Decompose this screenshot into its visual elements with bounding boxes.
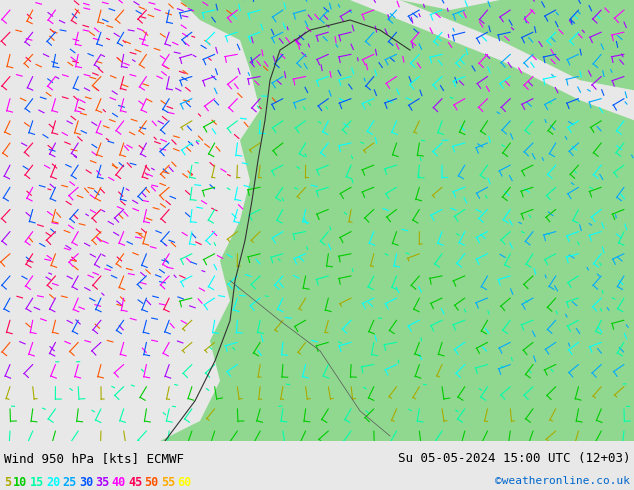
Text: 50: 50 — [145, 476, 158, 489]
Polygon shape — [160, 0, 634, 441]
Text: Su 05-05-2024 15:00 UTC (12+03): Su 05-05-2024 15:00 UTC (12+03) — [398, 452, 630, 465]
Text: 20: 20 — [46, 476, 60, 489]
Text: 55: 55 — [161, 476, 175, 489]
Text: 45: 45 — [128, 476, 142, 489]
Text: 60: 60 — [177, 476, 191, 489]
Polygon shape — [400, 0, 634, 90]
Text: 30: 30 — [79, 476, 93, 489]
Text: Wind 950 hPa [kts] ECMWF: Wind 950 hPa [kts] ECMWF — [4, 452, 184, 465]
Text: 5: 5 — [4, 476, 11, 489]
Text: 25: 25 — [62, 476, 77, 489]
Text: 40: 40 — [112, 476, 126, 489]
Text: 10: 10 — [13, 476, 27, 489]
Text: 35: 35 — [95, 476, 110, 489]
Text: ©weatheronline.co.uk: ©weatheronline.co.uk — [495, 476, 630, 486]
Text: 15: 15 — [30, 476, 44, 489]
